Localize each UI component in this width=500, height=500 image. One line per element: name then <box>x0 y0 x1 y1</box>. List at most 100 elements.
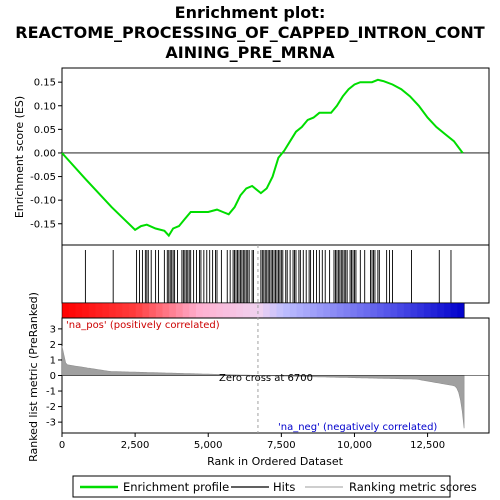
positive-correlation-label: 'na_pos' (positively correlated) <box>66 320 220 331</box>
color-bar-segment <box>397 303 405 318</box>
color-bar-segment <box>343 303 351 318</box>
color-bar-segment <box>370 303 378 318</box>
metric-y-tick-label: -1 <box>46 387 56 398</box>
color-bar-segment <box>457 303 465 318</box>
color-bar-segment <box>330 303 338 318</box>
color-bar-segment <box>356 303 365 318</box>
x-tick-label: 12,500 <box>410 440 445 451</box>
color-bar-segment <box>236 303 244 318</box>
legend-metric-label: Ranking metric scores <box>349 480 477 494</box>
color-bar-segment <box>417 303 425 318</box>
color-bar-segment <box>182 303 190 318</box>
color-bar-segment <box>410 303 418 318</box>
color-bar-segment <box>276 303 284 318</box>
color-bar-segment <box>309 303 318 318</box>
x-tick-label: 10,000 <box>337 440 372 451</box>
color-bar-segment <box>142 303 150 318</box>
es-y-tick-label: 0.05 <box>34 125 56 136</box>
es-y-tick-label: 0.15 <box>34 78 56 89</box>
color-bar-segment <box>289 303 297 318</box>
metric-y-tick-label: -3 <box>46 418 56 429</box>
color-bar-segment <box>242 303 251 318</box>
metric-y-tick-label: 1 <box>50 355 56 366</box>
color-bar-segment <box>102 303 110 318</box>
ranked-color-bar <box>61 302 465 319</box>
color-bar-segment <box>175 303 184 318</box>
es-y-tick-label: -0.10 <box>30 196 56 207</box>
es-panel: -0.15 -0.10 -0.05 0.00 0.05 0.10 0.15 Enrichme… <box>13 67 490 246</box>
color-bar-segment <box>149 303 157 318</box>
color-bar-segment <box>316 303 324 318</box>
color-bar-segment <box>88 303 96 318</box>
color-bar-segment <box>350 303 358 318</box>
metric-y-axis-label: Ranked list metric (PreRanked) <box>27 292 40 462</box>
color-bar-segment <box>229 303 237 318</box>
color-bar-segment <box>249 303 257 318</box>
hits-panel <box>61 244 490 304</box>
es-y-tick-label: -0.05 <box>30 172 56 183</box>
color-bar-segment <box>377 303 385 318</box>
color-bar-segment <box>196 303 204 318</box>
metric-y-tick-label: 2 <box>50 340 56 351</box>
color-bar-segment <box>323 303 331 318</box>
color-bar-segment <box>390 303 398 318</box>
color-bar-segment <box>256 303 264 318</box>
es-y-ticks: -0.15 -0.10 -0.05 0.00 0.05 0.10 0.15 <box>30 78 62 230</box>
x-tick-label: 7,500 <box>267 440 296 451</box>
metric-y-tick-label: 0 <box>50 371 56 382</box>
metric-x-ticks: 0 2,500 5,000 7,500 10,000 12,500 <box>59 433 445 451</box>
enrichment-profile-line <box>61 78 464 238</box>
color-bar-segment <box>296 303 304 318</box>
color-bar-segment <box>115 303 123 318</box>
color-bar-segment <box>444 303 452 318</box>
metric-y-ticks: -3 -2 -1 0 1 2 3 <box>46 324 62 429</box>
color-bar-segment <box>202 303 210 318</box>
color-bar-segment <box>95 303 103 318</box>
color-bar-segment <box>283 303 291 318</box>
legend-hits-label: Hits <box>273 480 295 494</box>
x-axis-label: Rank in Ordered Dataset <box>207 455 344 468</box>
es-y-axis-label: Enrichment score (ES) <box>13 96 26 218</box>
es-y-tick-label: 0.00 <box>34 148 56 159</box>
color-bar-segment <box>209 303 217 318</box>
color-bar-segment <box>216 303 224 318</box>
negative-correlation-label: 'na_neg' (negatively correlated) <box>278 422 437 433</box>
es-panel-frame <box>61 67 490 246</box>
x-tick-label: 5,000 <box>194 440 223 451</box>
es-y-tick-label: -0.15 <box>30 219 56 230</box>
color-bar-segment <box>135 303 143 318</box>
legend: Enrichment profile Hits Ranking metric s… <box>72 475 477 498</box>
metric-y-tick-label: 3 <box>50 324 56 335</box>
color-bar-segment <box>189 303 197 318</box>
color-bar-segment <box>437 303 445 318</box>
color-bar-segment <box>430 303 438 318</box>
metric-y-tick-label: -2 <box>46 402 56 413</box>
color-bar-segment <box>129 303 137 318</box>
color-bar-segment <box>75 303 83 318</box>
chart-title-line-3: AINING_PRE_MRNA <box>165 43 335 62</box>
chart-title-line-2: REACTOME_PROCESSING_OF_CAPPED_INTRON_CON… <box>15 23 484 42</box>
color-bar-segment <box>269 303 277 318</box>
zero-cross-label: Zero cross at 6700 <box>219 373 313 384</box>
color-bar-segment <box>423 303 432 318</box>
x-tick-label: 2,500 <box>121 440 150 451</box>
color-bar-segment <box>122 303 130 318</box>
color-bar-segment <box>363 303 371 318</box>
chart-title-line-1: Enrichment plot: <box>175 3 326 22</box>
x-tick-label: 0 <box>59 440 65 451</box>
color-bar-segment <box>336 303 344 318</box>
legend-enrichment-label: Enrichment profile <box>123 480 229 494</box>
color-bar-segment <box>403 303 411 318</box>
color-bar-segment <box>162 303 170 318</box>
color-bar-segment <box>169 303 177 318</box>
color-bar-segment <box>108 303 117 318</box>
es-y-tick-label: 0.10 <box>34 101 56 112</box>
color-bar-segment <box>155 303 163 318</box>
color-bar-segment <box>383 303 391 318</box>
color-bar-segment <box>62 303 70 318</box>
hit-lines <box>84 250 452 303</box>
color-bar-segment <box>82 303 90 318</box>
color-bar-segment <box>303 303 311 318</box>
